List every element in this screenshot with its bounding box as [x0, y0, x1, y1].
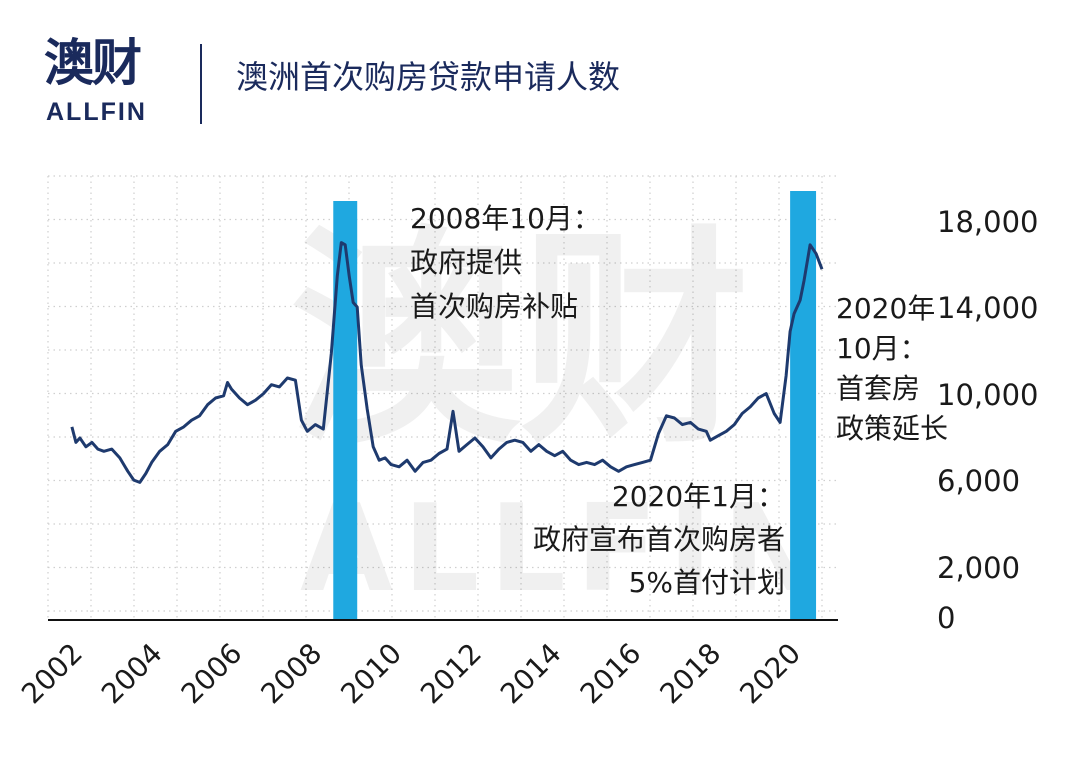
- highlight-bands: [333, 191, 817, 620]
- annotation-line: 首次购房补贴: [410, 290, 578, 323]
- annotation-line: 2020年: [836, 292, 935, 325]
- series-line: [70, 241, 824, 484]
- y-tick-label: 10,000: [937, 378, 1038, 412]
- x-tick-label: 2014: [494, 637, 568, 711]
- x-tick-label: 2018: [654, 637, 728, 711]
- x-tick-label: 2020: [733, 637, 807, 711]
- x-tick-label: 2010: [334, 637, 408, 711]
- y-tick-label: 14,000: [937, 291, 1038, 325]
- x-tick-label: 2008: [255, 637, 329, 711]
- annotation-line: 政府宣布首次购房者: [533, 523, 785, 556]
- annotation-line: 2020年1月：: [612, 480, 785, 513]
- annotation-line: 5%首付计划: [629, 566, 785, 599]
- y-tick-label: 2,000: [937, 551, 1020, 585]
- highlight-band: [790, 191, 817, 620]
- y-tick-label: 6,000: [937, 464, 1020, 498]
- x-tick-label: 2004: [95, 637, 169, 711]
- x-tick-label: 2002: [15, 637, 89, 711]
- y-tick-label: 18,000: [937, 205, 1038, 239]
- logo-en: ALLFIN: [46, 98, 147, 126]
- x-tick-label: 2012: [414, 637, 488, 711]
- annotation-line: 2008年10月：: [410, 202, 601, 235]
- annotation-line: 政策延长: [836, 412, 948, 445]
- page-title: 澳洲首次购房贷款申请人数: [236, 58, 621, 96]
- series: [70, 241, 824, 484]
- logo-cn: 澳财: [44, 34, 142, 92]
- watermark-en: ALLFIN: [300, 480, 833, 619]
- x-tick-label: 2016: [574, 637, 648, 711]
- x-tick-label: 2006: [175, 637, 249, 711]
- highlight-band: [333, 201, 358, 620]
- grid: [47, 175, 838, 620]
- watermark-cn: 澳财: [290, 208, 750, 475]
- y-tick-labels: 18,000 14,000 10,000 6,000 2,000 0: [937, 205, 1038, 635]
- annotation-line: 10月：: [836, 332, 928, 365]
- annotation-line: 首套房: [836, 372, 920, 405]
- y-tick-label: 0: [937, 601, 955, 635]
- x-tick-labels: 2002 2004 2006 2008 2010 2012 2014 2016 2018 2020: [15, 637, 807, 711]
- annotation-line: 政府提供: [410, 246, 522, 279]
- header-divider: [200, 44, 202, 124]
- watermark: 澳财 ALLFIN: [290, 208, 833, 619]
